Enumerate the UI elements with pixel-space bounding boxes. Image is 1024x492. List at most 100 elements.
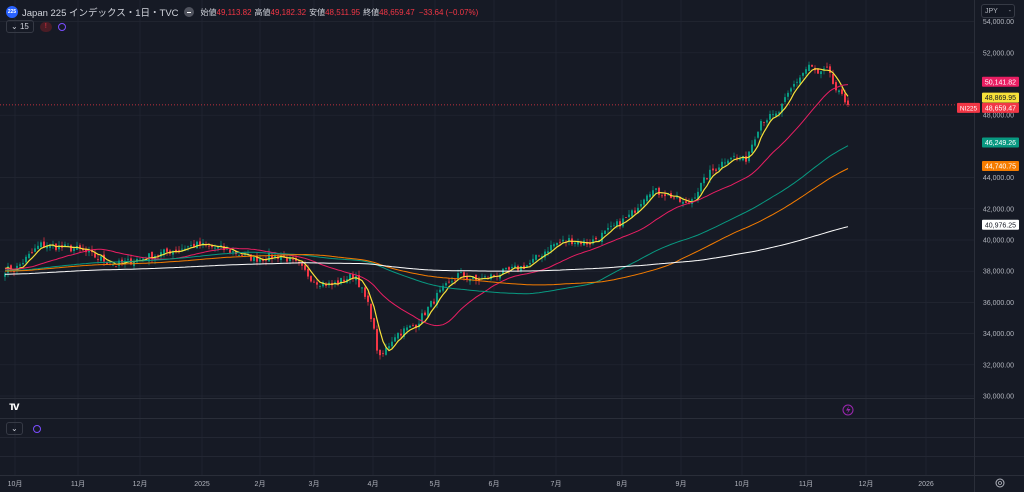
candle-body (658, 187, 660, 195)
loading-icon (57, 22, 66, 31)
candle-body (550, 244, 552, 251)
candle-body (421, 313, 423, 323)
candle-body (589, 243, 591, 245)
x-tick-label: 10月 (8, 480, 23, 488)
settings-gear-icon[interactable] (995, 478, 1005, 488)
candle-body (193, 243, 195, 248)
candle-body (568, 238, 570, 242)
x-tick-label: 11月 (71, 480, 85, 488)
candle-body (394, 337, 396, 342)
candle-body (553, 244, 555, 247)
ma-75-price-text: 46,249.26 (985, 140, 1016, 147)
candle-body (538, 255, 540, 257)
hide-icon[interactable] (183, 7, 194, 17)
candle-body (772, 114, 774, 116)
candle-body (820, 71, 822, 75)
candle-body (400, 333, 402, 336)
candle-body (22, 263, 24, 265)
candle-body (118, 260, 120, 266)
candle-body (43, 241, 45, 248)
candle-body (835, 82, 837, 91)
candle-body (793, 83, 795, 87)
symbol-title[interactable]: Japan 225 インデックス・1日・TVC (22, 8, 179, 19)
close-label: 終値 (363, 7, 380, 17)
candle-body (754, 139, 756, 146)
candle-body (415, 324, 417, 329)
candle-body (478, 279, 480, 281)
alert-icon[interactable]: ! (39, 21, 52, 32)
candle-body (739, 159, 741, 160)
candle-body (79, 245, 81, 249)
pane-collapse-button[interactable]: ⌄ (6, 422, 23, 435)
candle-body (4, 273, 6, 277)
indicators-toggle-button[interactable]: ⌄ 15 (6, 20, 34, 33)
candle-body (841, 89, 843, 94)
candle-body (340, 277, 342, 284)
candle-body (106, 262, 108, 265)
ma-25-price-label (982, 76, 1019, 87)
high-label: 高値 (254, 7, 271, 17)
high-value: 49,182.32 (270, 7, 307, 17)
candle-body (622, 218, 624, 227)
candle-body (646, 195, 648, 202)
candle-body (802, 73, 804, 76)
candle-body (562, 239, 564, 242)
candle-body (349, 273, 351, 281)
candle-body (547, 251, 549, 254)
candle-body (322, 282, 324, 287)
candle-body (361, 287, 363, 289)
candle-body (781, 103, 783, 113)
y-tick-label: 34,000.00 (983, 331, 1014, 338)
candle-body (790, 88, 792, 92)
candle-body (712, 168, 714, 171)
candle-body (403, 328, 405, 337)
candle-body (127, 258, 129, 260)
candle-body (442, 285, 444, 291)
candle-body (763, 121, 765, 123)
candle-body (532, 258, 534, 263)
candle-body (751, 144, 753, 153)
candle-body (406, 327, 408, 331)
candle-body (673, 197, 675, 199)
candle-body (388, 346, 390, 349)
candle-body (73, 248, 75, 251)
candle-body (652, 190, 654, 197)
candle-body (292, 258, 294, 260)
y-tick-label: 30,000.00 (983, 394, 1014, 401)
candle-body (343, 279, 345, 282)
candle-body (274, 255, 276, 258)
low-value: 48,511.95 (325, 7, 361, 17)
candle-body (268, 253, 270, 262)
y-tick-label: 36,000.00 (983, 300, 1014, 307)
loading-icon (32, 424, 41, 433)
candle-body (307, 268, 309, 277)
candle-body (664, 194, 666, 197)
lightning-icon[interactable] (842, 404, 854, 416)
candle-body (184, 248, 186, 250)
candle-body (541, 256, 543, 258)
ma-75-price-label (982, 137, 1019, 148)
candle-body (139, 258, 141, 260)
candle-body (514, 265, 516, 268)
candle-body (619, 221, 621, 227)
candle-body (259, 258, 261, 262)
candle-body (715, 169, 717, 171)
candle-body (733, 155, 735, 157)
candle-body (778, 112, 780, 114)
candle-body (316, 282, 318, 285)
candle-body (826, 66, 828, 68)
candle-body (34, 248, 36, 252)
candle-body (241, 255, 243, 257)
candle-body (280, 256, 282, 261)
candle-body (682, 201, 684, 204)
x-tick-label: 8月 (617, 480, 628, 488)
currency-select[interactable]: JPY - (981, 4, 1015, 18)
candle-body (28, 253, 30, 258)
x-tick-label: 12月 (133, 480, 148, 488)
candle-body (112, 264, 114, 266)
candle-body (604, 230, 606, 234)
candle-body (409, 325, 411, 328)
tradingview-logo[interactable]: ᴛᴠ (9, 399, 19, 413)
candle-body (40, 242, 42, 248)
